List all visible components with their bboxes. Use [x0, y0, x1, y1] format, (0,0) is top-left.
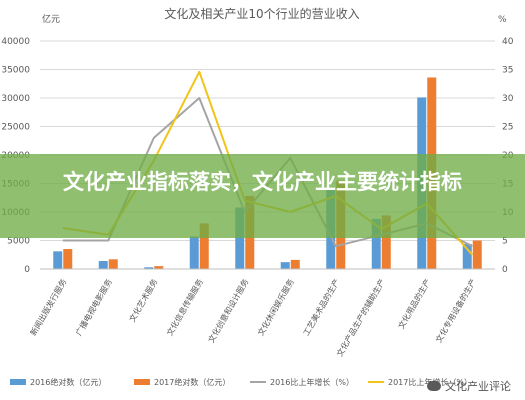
chart-title: 文化及相关产业10个行业的营业收入 — [164, 6, 359, 21]
left-unit-label: 亿元 — [42, 13, 60, 25]
y-left-tick-label: 0 — [24, 265, 30, 275]
x-tick-label: 文化艺术服务 — [127, 277, 160, 324]
bar — [53, 251, 63, 269]
bar — [371, 218, 381, 269]
x-tick-label: 文化产品生产的辅助生产 — [334, 277, 387, 358]
bar — [98, 261, 108, 269]
y-right-tick-label: 35 — [502, 66, 513, 76]
y-left-tick-label: 30000 — [1, 94, 30, 104]
y-right-tick-label: 40 — [502, 37, 514, 47]
bar — [108, 259, 118, 269]
x-tick-label: 文化创意和设计服务 — [206, 277, 251, 344]
y-left-tick-label: 35000 — [1, 66, 30, 76]
overlay-banner: 文化产业指标落实，文化产业主要统计指标 — [0, 154, 525, 238]
bar — [199, 223, 209, 269]
x-tick-label: 新闻出版发行服务 — [28, 277, 69, 337]
banner-title: 文化产业指标落实，文化产业主要统计指标 — [63, 170, 462, 194]
legend-swatch — [10, 379, 26, 385]
bar — [381, 215, 391, 269]
x-tick-label: 文化信息传输服务 — [164, 277, 205, 337]
wechat-icon — [427, 381, 441, 391]
watermark-text: 文化产业评论 — [445, 380, 511, 393]
watermark: 文化产业评论 — [427, 378, 511, 394]
y-left-tick-label: 40000 — [1, 37, 30, 47]
y-left-tick-label: 5000 — [7, 237, 30, 247]
bar — [290, 259, 300, 269]
bar — [63, 249, 73, 269]
bar — [154, 266, 164, 269]
x-tick-label: 文化专用设备的生产 — [433, 277, 478, 344]
y-right-tick-label: 30 — [502, 94, 514, 104]
bar — [144, 267, 154, 269]
bar — [189, 236, 199, 269]
y-right-tick-label: 25 — [502, 123, 513, 133]
right-unit-label: % — [498, 15, 507, 25]
bar — [472, 240, 482, 269]
y-right-tick-label: 5 — [502, 237, 508, 247]
bar — [280, 262, 290, 269]
legend-swatch — [134, 379, 150, 385]
x-tick-label: 文化休闲娱乐服务 — [255, 277, 296, 337]
y-right-tick-label: 0 — [502, 265, 508, 275]
legend-label: 2016比上年增长（%） — [270, 377, 354, 387]
legend-label: 2017绝对数（亿元） — [154, 377, 230, 387]
x-tick-label: 广播电视电影服务 — [73, 277, 114, 337]
bar — [462, 243, 472, 269]
bar — [235, 207, 245, 269]
legend-label: 2016绝对数（亿元） — [30, 377, 106, 387]
y-left-tick-label: 25000 — [1, 123, 30, 133]
x-tick-label: 工艺美术品的生产 — [301, 277, 342, 337]
x-tick-label: 文化用品的生产 — [396, 277, 433, 330]
